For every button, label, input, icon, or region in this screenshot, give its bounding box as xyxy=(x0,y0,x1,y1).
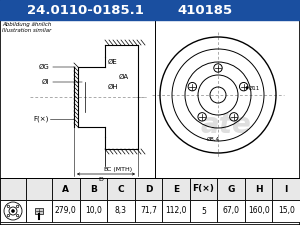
Bar xyxy=(245,178,272,200)
Bar xyxy=(26,200,52,222)
Bar xyxy=(190,200,217,222)
Text: 15,0: 15,0 xyxy=(278,207,295,216)
Text: D: D xyxy=(145,184,152,194)
Text: ØA: ØA xyxy=(119,74,129,80)
Text: C (MTH): C (MTH) xyxy=(107,167,132,172)
Bar xyxy=(162,178,190,200)
Bar xyxy=(52,178,80,200)
Text: H: H xyxy=(255,184,262,194)
Text: ØH: ØH xyxy=(108,84,119,90)
Text: ØI: ØI xyxy=(42,79,49,85)
Text: F(×): F(×) xyxy=(34,116,49,122)
Bar xyxy=(80,200,107,222)
Text: G: G xyxy=(227,184,235,194)
Text: Ø11: Ø11 xyxy=(249,86,260,91)
Bar xyxy=(105,149,138,154)
Text: A: A xyxy=(62,184,69,194)
Bar xyxy=(80,178,107,200)
Bar xyxy=(162,200,190,222)
Text: I: I xyxy=(284,184,288,194)
Bar xyxy=(0,0,300,20)
Circle shape xyxy=(246,86,249,89)
Text: 160,0: 160,0 xyxy=(248,207,269,216)
Bar xyxy=(52,200,80,222)
Circle shape xyxy=(11,209,14,212)
Text: 279,0: 279,0 xyxy=(55,207,77,216)
Text: 71,7: 71,7 xyxy=(140,207,157,216)
Bar xyxy=(105,40,138,45)
Text: B: B xyxy=(90,184,97,194)
Bar xyxy=(217,200,245,222)
Bar xyxy=(272,178,300,200)
Text: 8,3: 8,3 xyxy=(115,207,127,216)
Bar xyxy=(0,178,26,200)
Text: D: D xyxy=(99,177,103,182)
Text: 410185: 410185 xyxy=(177,4,232,16)
Bar xyxy=(272,200,300,222)
Text: 24.0110-0185.1: 24.0110-0185.1 xyxy=(27,4,143,16)
Bar xyxy=(26,178,52,200)
Text: ØG: ØG xyxy=(38,64,49,70)
Bar xyxy=(107,200,135,222)
Bar xyxy=(107,178,135,200)
Text: F(×): F(×) xyxy=(193,184,214,194)
Bar xyxy=(217,178,245,200)
Text: 112,0: 112,0 xyxy=(165,207,187,216)
Text: ØE: ØE xyxy=(108,59,118,65)
Text: B: B xyxy=(103,167,107,172)
Text: C: C xyxy=(118,184,124,194)
Text: 5: 5 xyxy=(201,207,206,216)
Text: Abbildung ähnlich
Illustration similar: Abbildung ähnlich Illustration similar xyxy=(2,22,51,33)
Bar xyxy=(35,208,43,214)
Bar xyxy=(135,178,162,200)
Text: 67,0: 67,0 xyxy=(223,207,240,216)
Text: E: E xyxy=(173,184,179,194)
Text: ate: ate xyxy=(201,111,251,139)
Bar xyxy=(0,200,26,222)
Text: Ø8,4: Ø8,4 xyxy=(206,137,220,142)
Text: 10,0: 10,0 xyxy=(85,207,102,216)
Bar xyxy=(190,178,217,200)
Bar xyxy=(135,200,162,222)
Bar xyxy=(245,200,272,222)
